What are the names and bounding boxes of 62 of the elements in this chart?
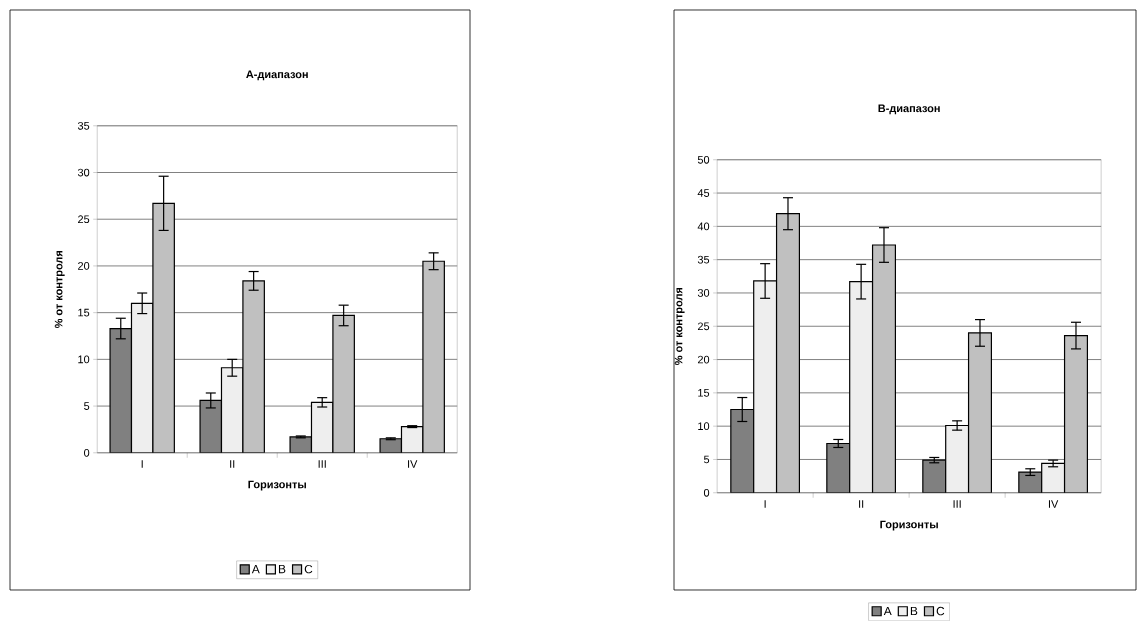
y-tick-label: 25 — [697, 322, 710, 331]
y-tick-label: 5 — [84, 402, 90, 410]
y-tick-label: 30 — [697, 289, 710, 297]
x-tick-label: II — [230, 460, 235, 468]
bar — [1063, 335, 1089, 493]
x-tick-label: IV — [408, 460, 418, 468]
y-tick-label: 30 — [77, 168, 90, 177]
bar — [242, 280, 265, 453]
y-tick-label: 35 — [697, 255, 710, 264]
bar — [152, 203, 175, 453]
legend-label: B — [910, 606, 918, 616]
y-tick-label: 0 — [703, 488, 710, 497]
legend-label: C — [304, 564, 313, 574]
y-axis-title: % от контроля — [674, 288, 685, 366]
bar — [131, 303, 153, 453]
y-tick-label: 5 — [703, 455, 710, 464]
bar — [871, 244, 897, 493]
x-tick-label: IV — [1048, 500, 1059, 508]
bar — [945, 424, 970, 493]
y-tick-label: 15 — [698, 389, 710, 397]
chart-title: В-диапазон — [878, 104, 940, 115]
bar — [110, 328, 132, 453]
x-tick-label: III — [318, 460, 326, 468]
bar — [849, 281, 874, 493]
legend-label: A — [883, 606, 892, 616]
legend-label: C — [936, 606, 945, 616]
legend-label: B — [278, 565, 286, 574]
x-axis-title: Горизонты — [248, 480, 306, 491]
y-tick-label: 0 — [84, 448, 90, 457]
y-tick-label: 20 — [78, 262, 90, 270]
x-tick-label: I — [141, 460, 143, 468]
x-tick-label: I — [764, 500, 766, 508]
y-tick-label: 35 — [77, 121, 90, 130]
bar — [422, 260, 445, 453]
bar — [1041, 462, 1066, 493]
y-axis-title: % от контроля — [54, 251, 65, 329]
legend-label: A — [251, 565, 260, 574]
bar — [967, 332, 993, 493]
bar — [776, 213, 800, 493]
bar — [332, 315, 355, 453]
x-tick-label: III — [953, 500, 961, 508]
bar — [221, 367, 243, 453]
x-axis-title: Горизонты — [880, 520, 938, 531]
y-tick-label: 10 — [78, 355, 90, 364]
bar — [1018, 471, 1043, 493]
x-tick-label: II — [859, 500, 864, 508]
y-tick-label: 20 — [697, 355, 710, 364]
bar — [311, 402, 333, 453]
bar — [379, 438, 403, 453]
bar — [200, 400, 222, 453]
bar — [400, 426, 424, 453]
bar — [730, 409, 754, 493]
y-tick-label: 10 — [698, 422, 710, 431]
y-tick-label: 45 — [697, 189, 710, 197]
y-tick-label: 15 — [78, 308, 90, 317]
y-tick-label: 25 — [78, 215, 90, 224]
y-tick-label: 50 — [697, 155, 710, 164]
bar — [753, 281, 777, 493]
y-tick-label: 40 — [697, 222, 710, 231]
bar — [922, 459, 947, 493]
chart-title: А-диапазон — [246, 70, 308, 81]
bar — [826, 442, 851, 493]
